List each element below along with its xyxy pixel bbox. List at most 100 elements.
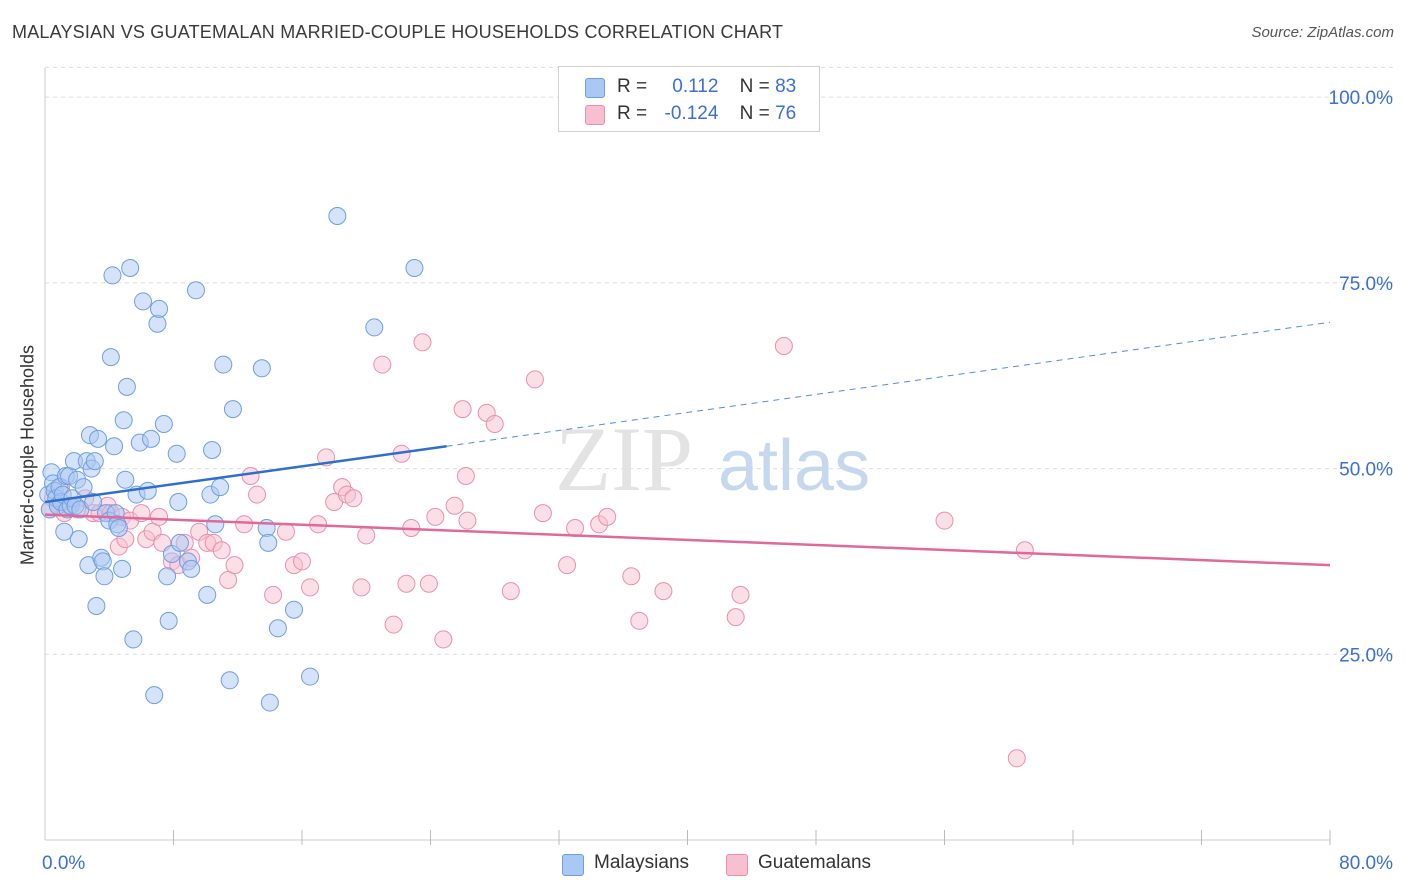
guatemalan-point	[344, 489, 363, 508]
malaysian-point	[159, 611, 178, 630]
malaysian-point	[145, 686, 164, 705]
guatemalans-n-value: 76	[775, 103, 797, 124]
watermark: ZIP atlas	[555, 408, 870, 510]
malaysian-point	[211, 478, 230, 497]
guatemalan-point	[445, 496, 464, 515]
malaysian-point	[301, 667, 320, 686]
malaysian-point	[133, 292, 152, 311]
malaysian-point	[170, 533, 189, 552]
guatemalan-point	[525, 370, 544, 389]
axes	[44, 68, 1331, 845]
guatemalan-point	[935, 511, 954, 530]
malaysian-point	[405, 259, 424, 277]
malaysians-n-label: N =	[739, 76, 770, 97]
malaysian-point	[89, 429, 108, 448]
legend-row-guatemalans: R = -0.124 N = 76	[559, 101, 819, 127]
guatemalans-r-value: -0.124	[664, 103, 719, 124]
malaysian-point	[85, 452, 104, 471]
trend-lines	[44, 321, 1331, 567]
guatemalan-point	[225, 556, 244, 575]
malaysian-point	[84, 493, 103, 511]
stats-legend: R = 0.112 N = 83 R = -0.124 N = 76	[558, 66, 820, 132]
guatemalan-point	[434, 630, 453, 649]
guatemalan-point	[373, 355, 392, 374]
y-axis-label: Married-couple Households	[17, 344, 38, 566]
watermark-zip: ZIP	[555, 408, 693, 510]
malaysian-point	[117, 377, 136, 396]
malaysian-point	[103, 266, 122, 285]
malaysian-point	[69, 530, 88, 549]
guatemalan-point	[235, 515, 254, 534]
malaysian-point	[113, 559, 132, 578]
malaysian-point	[150, 299, 169, 318]
guatemalan-point	[630, 611, 649, 630]
malaysian-point	[154, 415, 173, 433]
malaysian-point	[87, 597, 106, 615]
guatemalan-point	[352, 578, 371, 597]
guatemalan-point	[654, 582, 673, 601]
malaysian-point	[105, 437, 124, 456]
guatemalan-point	[458, 511, 477, 530]
guatemalans-n-label: N =	[739, 103, 770, 124]
y-tick-label: 100.0%	[1329, 88, 1394, 109]
y-tick-label: 75.0%	[1339, 274, 1393, 295]
malaysians-swatch	[585, 78, 605, 98]
malaysian-point	[252, 359, 271, 378]
malaysians-r-value: 0.112	[672, 76, 719, 97]
guatemalans-legend-label: Guatemalans	[758, 852, 872, 873]
legend-row-malaysians: R = 0.112 N = 83	[559, 74, 819, 100]
malaysian-point	[167, 444, 186, 463]
malaysian-point	[142, 429, 161, 448]
malaysian-point	[121, 259, 140, 277]
malaysians-n-value: 83	[775, 76, 797, 97]
malaysian-point	[169, 493, 188, 511]
guatemalan-point	[413, 333, 432, 352]
malaysian-point	[186, 281, 205, 300]
malaysians-legend-label: Malaysians	[594, 852, 690, 873]
y-tick-label: 25.0%	[1339, 645, 1393, 666]
x-tick-label: 0.0%	[42, 853, 85, 874]
malaysian-point	[114, 411, 133, 430]
guatemalan-point	[150, 507, 169, 526]
malaysian-point	[328, 207, 347, 225]
guatemalan-point	[558, 556, 577, 575]
guatemalans-swatch	[585, 105, 605, 125]
guatemalan-point	[622, 567, 641, 586]
malaysian-point	[214, 355, 233, 374]
guatemalan-point	[293, 552, 311, 571]
guatemalans-points	[40, 333, 1034, 768]
guatemalan-point	[397, 574, 416, 593]
guatemalan-point	[276, 522, 295, 541]
chart-title: MALAYSIAN VS GUATEMALAN MARRIED-COUPLE H…	[12, 22, 784, 42]
malaysian-point	[138, 481, 157, 500]
guatemalan-point	[456, 467, 475, 485]
tick-labels: 25.0% 50.0% 75.0% 100.0% 0.0% 80.0%	[42, 88, 1393, 874]
malaysian-point	[259, 533, 278, 552]
malaysian-point	[220, 671, 239, 690]
guatemalan-point	[731, 585, 750, 604]
malaysian-point	[223, 400, 242, 419]
guatemalan-point	[774, 337, 793, 355]
guatemalan-point	[1007, 749, 1026, 768]
guatemalan-point	[598, 507, 617, 526]
malaysian-point	[198, 585, 217, 604]
malaysian-point	[284, 600, 303, 619]
malaysian-point	[93, 552, 112, 571]
malaysian-point	[95, 567, 114, 586]
malaysian-point	[365, 318, 384, 337]
malaysian-point	[124, 630, 143, 649]
guatemalan-point	[264, 585, 283, 604]
malaysians-r-label: R =	[617, 76, 648, 97]
malaysian-point	[268, 619, 287, 638]
guatemalan-point	[212, 541, 231, 560]
guatemalan-point	[501, 582, 520, 601]
guatemalan-point	[219, 571, 238, 589]
malaysian-point	[203, 441, 222, 459]
malaysian-point	[158, 567, 177, 586]
guatemalan-point	[419, 574, 438, 593]
malaysians-legend-swatch	[562, 854, 584, 876]
malaysians-trend-extension	[446, 321, 1331, 447]
malaysian-point	[74, 478, 93, 497]
guatemalans-legend-swatch	[726, 854, 748, 876]
